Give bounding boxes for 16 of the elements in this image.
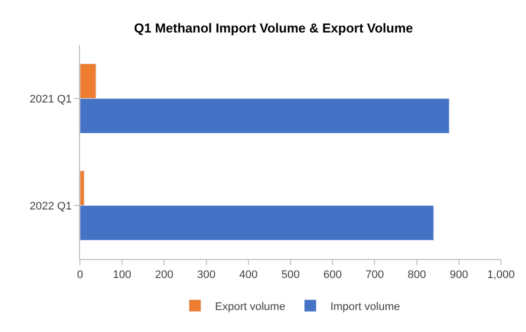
- x-tick-label: 1,000: [487, 269, 515, 282]
- x-tick-label: 200: [155, 269, 174, 282]
- x-tick-label: 800: [408, 269, 426, 282]
- chart-title: Q1 Methanol Import Volume & Export Volume: [134, 20, 414, 36]
- legend-label: Export volume: [215, 300, 286, 313]
- x-tick-label: 400: [239, 269, 258, 282]
- x-tick-label: 700: [366, 269, 384, 282]
- y-tick-label: 2022 Q1: [30, 200, 72, 212]
- x-tick-label: 100: [112, 269, 132, 282]
- x-tick-label: 600: [323, 269, 342, 282]
- legend-label: Import volume: [330, 300, 400, 313]
- y-tick-label: 2021 Q1: [30, 93, 72, 106]
- x-tick-label: 500: [281, 269, 300, 282]
- x-tick-label: 900: [450, 269, 468, 282]
- x-tick-label: 300: [197, 269, 216, 282]
- x-tick-label: 0: [76, 269, 84, 282]
